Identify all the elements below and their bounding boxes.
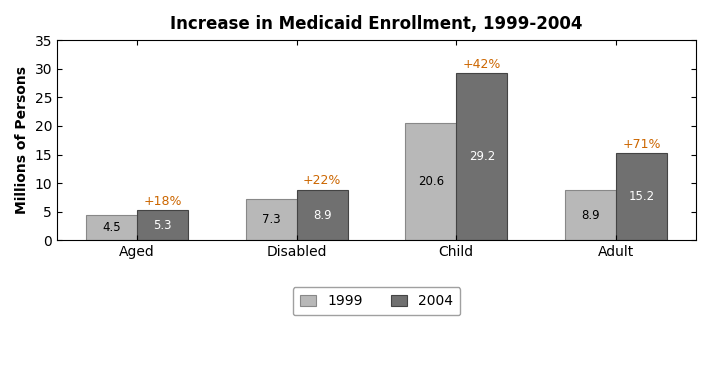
Text: 7.3: 7.3 — [262, 213, 281, 226]
Bar — [456, 73, 508, 241]
Bar — [137, 210, 188, 241]
Text: 29.2: 29.2 — [469, 150, 495, 163]
Text: 5.3: 5.3 — [154, 219, 172, 232]
Text: 15.2: 15.2 — [629, 191, 655, 204]
Text: +71%: +71% — [622, 138, 661, 151]
Bar — [246, 199, 296, 241]
Text: +42%: +42% — [463, 58, 501, 71]
Text: +22%: +22% — [303, 174, 341, 187]
Legend: 1999, 2004: 1999, 2004 — [293, 288, 461, 315]
Bar — [565, 190, 616, 241]
Bar — [405, 122, 456, 241]
Text: 20.6: 20.6 — [418, 175, 444, 188]
Text: +18%: +18% — [144, 195, 182, 208]
Y-axis label: Millions of Persons: Millions of Persons — [15, 66, 29, 214]
Text: 8.9: 8.9 — [581, 208, 599, 221]
Title: Increase in Medicaid Enrollment, 1999-2004: Increase in Medicaid Enrollment, 1999-20… — [170, 15, 583, 33]
Text: 8.9: 8.9 — [313, 208, 331, 221]
Text: 4.5: 4.5 — [102, 221, 121, 234]
Bar — [86, 215, 137, 241]
Bar — [616, 153, 667, 241]
Bar — [296, 190, 348, 241]
